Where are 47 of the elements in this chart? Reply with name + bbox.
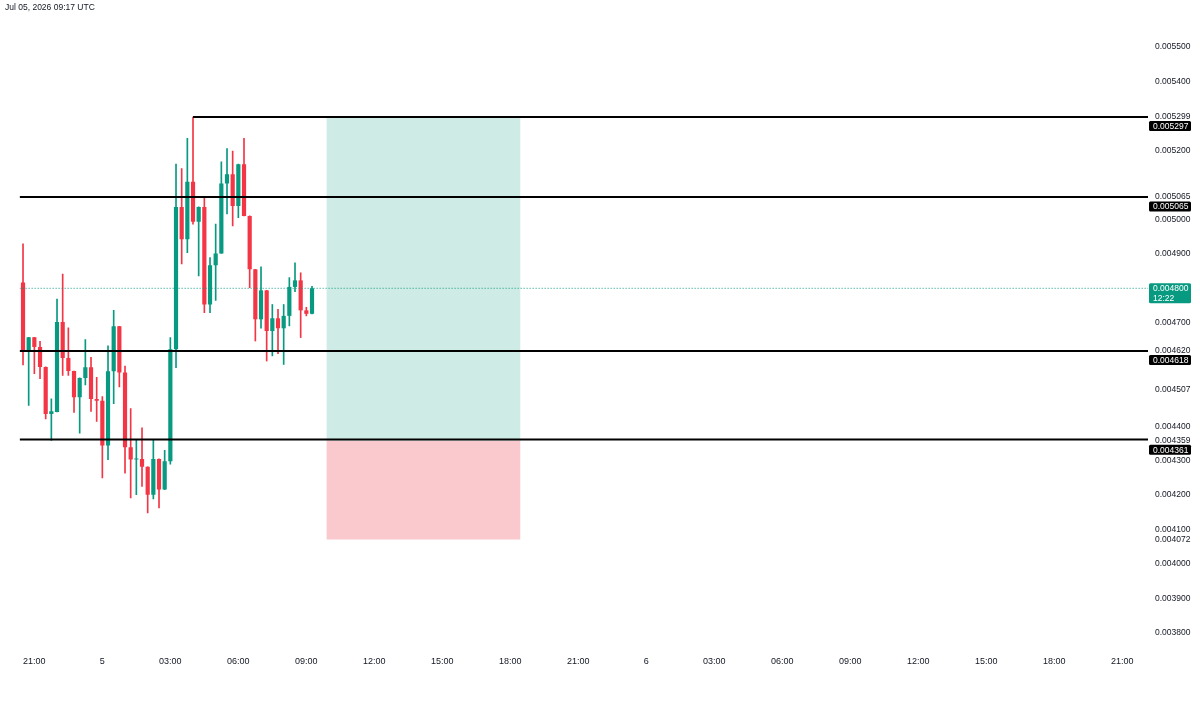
candlestick xyxy=(94,376,99,422)
x-tick-label: 03:00 xyxy=(703,655,726,666)
x-tick-label: 5 xyxy=(99,655,105,666)
y-tick-label: 0.004900 xyxy=(1155,248,1191,259)
x-tick-label: 21:00 xyxy=(567,655,590,666)
series-label: 0.005297 xyxy=(1153,120,1189,131)
x-tick-label: 18:00 xyxy=(1043,655,1066,666)
y-tick-label: 0.004000 xyxy=(1155,558,1191,569)
x-tick-label: 06:00 xyxy=(771,655,794,666)
ref-line-label: 0.004800 12:22 xyxy=(1153,283,1189,304)
x-tick-label: 12:00 xyxy=(907,655,930,666)
y-tick-label: 0.004700 xyxy=(1155,317,1191,328)
y-tick-label: 0.005299 xyxy=(1155,110,1191,121)
y-tick-label: 0.005065 xyxy=(1155,191,1191,202)
x-tick-label: 21:00 xyxy=(1111,655,1134,666)
y-tick-label: 0.004507 xyxy=(1155,383,1191,394)
y-tick-label: 0.004100 xyxy=(1155,523,1191,534)
y-tick-label: 0.005500 xyxy=(1155,41,1191,52)
x-tick-label: 6 xyxy=(643,655,649,666)
y-tick-label: 0.005200 xyxy=(1155,144,1191,155)
y-tick-label: 0.005400 xyxy=(1155,75,1191,86)
x-tick-label: 12:00 xyxy=(363,655,386,666)
y-tick-label: 0.005000 xyxy=(1155,213,1191,224)
candlestick xyxy=(281,304,286,365)
candlestick xyxy=(128,408,133,499)
x-tick-label: 21:00 xyxy=(23,655,46,666)
x-tick-label: 06:00 xyxy=(227,655,250,666)
y-tick-label: 0.004620 xyxy=(1155,344,1191,355)
candlestick xyxy=(139,427,145,487)
y-tick-label: 0.004359 xyxy=(1155,434,1191,445)
ref-line-label: 0.004361 xyxy=(1153,444,1189,455)
x-tick-label: 09:00 xyxy=(839,655,862,666)
y-tick-label: 0.004200 xyxy=(1155,489,1191,500)
candlestick xyxy=(224,148,230,215)
y-tick-label: 0.003800 xyxy=(1155,627,1191,638)
y-tick-label: 0.004400 xyxy=(1155,420,1191,431)
x-tick-label: 15:00 xyxy=(431,655,454,666)
x-tick-label: 15:00 xyxy=(975,655,998,666)
y-tick-label: 0.004300 xyxy=(1155,454,1191,465)
chart-title: Jul 05, 2026 09:17 UTC xyxy=(5,2,95,13)
x-tick-label: 03:00 xyxy=(159,655,182,666)
x-tick-label: 18:00 xyxy=(499,655,522,666)
x-tick-label: 09:00 xyxy=(295,655,318,666)
y-tick-label: 0.003900 xyxy=(1155,592,1191,603)
ref-line-label: 0.004618 xyxy=(1153,354,1189,365)
candlestick xyxy=(196,206,201,277)
y-tick-label: 0.004072 xyxy=(1155,533,1191,544)
